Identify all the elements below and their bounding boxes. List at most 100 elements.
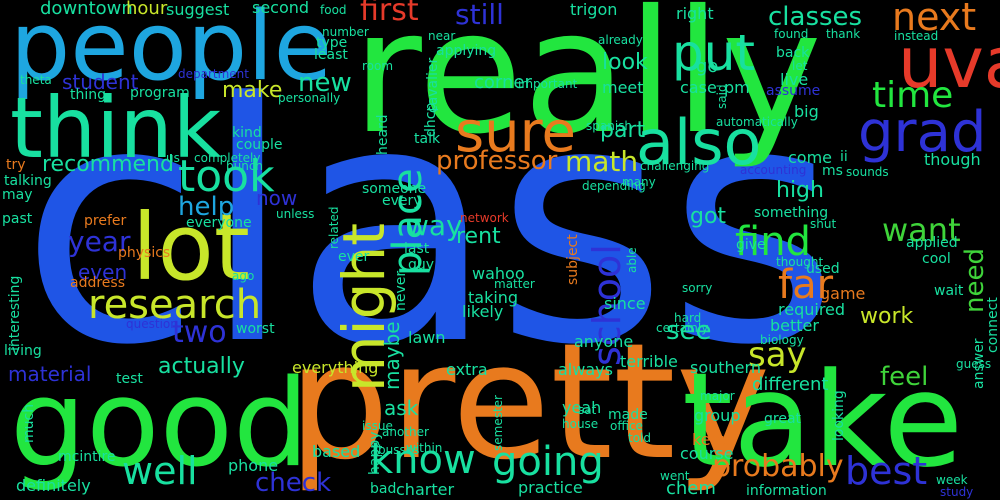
word-say: say (748, 335, 807, 375)
word-bunch: bunch (226, 159, 264, 173)
word-related: related (327, 206, 341, 249)
word-research: research (88, 282, 262, 328)
word-talk: talk (414, 131, 441, 147)
word-game: game (820, 284, 866, 303)
word-department: department (178, 67, 249, 81)
word-grad: grad (858, 100, 987, 165)
word-actually: actually (158, 354, 245, 379)
word-major: major (700, 389, 735, 403)
word-certainly: certainly (656, 321, 709, 335)
word-second: second (252, 0, 310, 17)
word-many: many (622, 175, 656, 189)
word-connect: connect (985, 296, 1000, 353)
word-make: make (222, 78, 283, 103)
word-kind: kind (232, 125, 262, 141)
word-people: people (10, 0, 333, 102)
word-challenging: challenging (640, 159, 710, 173)
word-take: take (682, 344, 964, 496)
word-maybe: maybe (380, 321, 404, 390)
word-used: used (806, 261, 840, 277)
word-semester: semester (491, 394, 505, 451)
word-know: know (370, 437, 476, 483)
word-sounds: sounds (846, 165, 889, 179)
word-instead: instead (894, 29, 939, 43)
word-couple: couple (236, 137, 283, 153)
word-better: better (770, 316, 819, 335)
word-thing: thing (70, 87, 107, 103)
word-well: well (122, 449, 198, 493)
word-southern: southern (690, 358, 761, 377)
word-subject: subject (565, 233, 581, 285)
word-past: past (2, 211, 33, 227)
word-least: least (314, 47, 348, 63)
word-network: network (460, 211, 509, 225)
word-issue: issue (362, 419, 393, 433)
word-next: next (892, 0, 977, 39)
word-interesting: interesting (7, 275, 23, 351)
word-two: two (172, 315, 227, 350)
word-always: always (558, 360, 613, 379)
word-able: able (625, 247, 639, 273)
word-work: work (860, 304, 914, 329)
word-took: took (178, 151, 275, 202)
word-phone: phone (228, 456, 279, 475)
word-food: food (320, 3, 347, 17)
word-anyone: anyone (574, 332, 634, 351)
word-living: living (4, 343, 42, 359)
word-got: got (690, 204, 727, 229)
word-classes: classes (768, 2, 863, 32)
word-class: class (20, 33, 840, 417)
word-pretty: pretty (288, 308, 771, 495)
word-every: every (382, 193, 422, 209)
word-part: part (600, 118, 646, 143)
word-went: went (660, 469, 690, 483)
word-room: room (362, 59, 394, 73)
word-depending: depending (582, 179, 646, 193)
word-now: now (256, 186, 298, 210)
word-go: go (696, 56, 719, 77)
word-worst: worst (236, 321, 275, 337)
word-right: right (676, 4, 714, 23)
word-still: still (455, 0, 504, 31)
word-thought: thought (776, 255, 824, 269)
word-matter: matter (494, 277, 535, 291)
word-assume: assume (766, 83, 821, 99)
word-applied: applied (906, 235, 958, 251)
word-unless: unless (276, 207, 315, 221)
word-big: big (794, 102, 819, 121)
word-applying: applying (436, 43, 497, 59)
word-lot: lot (132, 194, 250, 301)
word-wait: wait (934, 283, 964, 299)
word-extra: extra (446, 360, 488, 379)
word-likely: likely (462, 302, 504, 321)
word-sure: sure (455, 100, 576, 165)
word-really: really (352, 0, 822, 172)
word-lawn: lawn (408, 328, 446, 347)
word-physics: physics (118, 245, 171, 261)
word-guy: guy (408, 257, 435, 273)
word-best: best (845, 449, 928, 493)
word-definitely: definitely (16, 476, 91, 495)
word-everything: everything (292, 358, 379, 377)
word-charter: charter (396, 480, 455, 499)
word-never: never (393, 270, 409, 311)
word-back: back (776, 45, 810, 61)
word-suggest: suggest (166, 0, 230, 19)
word-check: check (255, 468, 332, 498)
word-talking: talking (4, 173, 52, 189)
word-year: year (68, 225, 131, 258)
word-completely: completely (194, 151, 261, 165)
word-yeah: yeah (562, 398, 602, 417)
word-someone: someone (362, 181, 427, 197)
word-group: group (694, 406, 741, 425)
word-automatically: automatically (716, 115, 798, 129)
word-made: made (608, 407, 648, 423)
word-accounting: accounting (740, 163, 807, 177)
word-much: much (21, 403, 37, 443)
word-high: high (776, 178, 824, 203)
word-going: going (492, 439, 604, 485)
word-based: based (312, 442, 361, 461)
word-think: think (10, 79, 222, 177)
word-spanish: spanish (586, 119, 633, 133)
